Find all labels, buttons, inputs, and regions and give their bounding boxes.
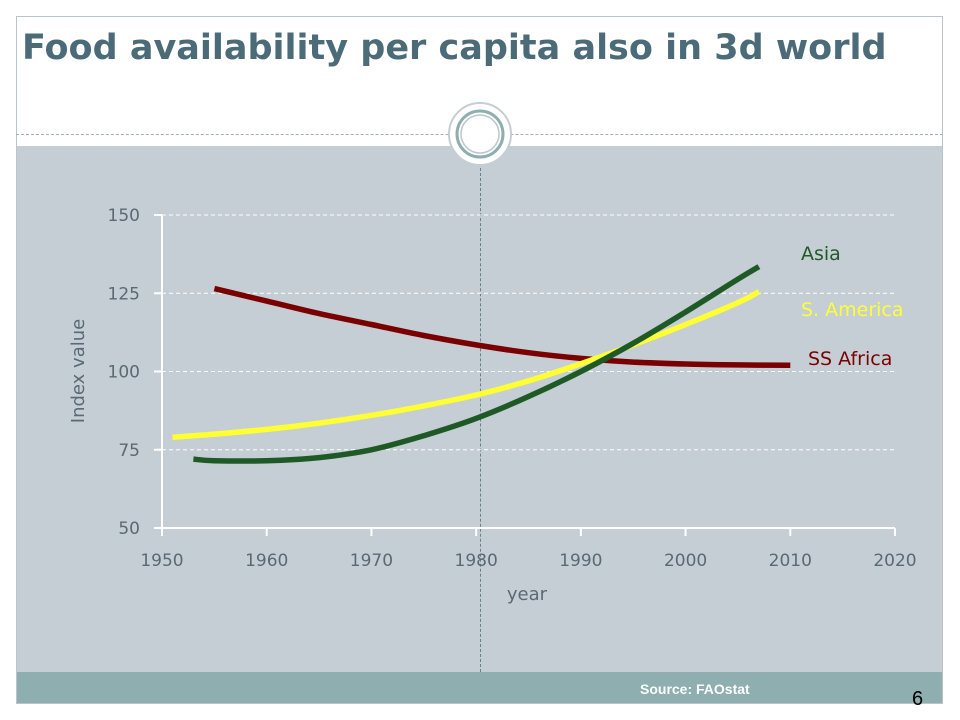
x-tick-label: 1980 <box>455 551 498 571</box>
circle-ornament-icon <box>448 102 512 166</box>
x-tick-label: 2010 <box>769 551 812 571</box>
slide-frame <box>16 16 943 704</box>
y-axis-ticks: 50 75 100 125 150 <box>108 206 162 539</box>
x-tick-label: 2000 <box>664 551 707 571</box>
series-labels: SS Africa S. America Asia <box>801 243 904 370</box>
chart-panel <box>17 146 942 672</box>
y-tick-label: 50 <box>118 519 140 539</box>
x-axis-title: year <box>507 584 548 605</box>
y-axis-title: Index value <box>68 319 89 423</box>
x-tick-label: 1990 <box>559 551 602 571</box>
x-tick-label: 1960 <box>245 551 288 571</box>
x-tick-label: 1970 <box>350 551 393 571</box>
x-tick-label: 1950 <box>140 551 183 571</box>
series-line-s-america <box>172 289 761 440</box>
y-tick-label: 100 <box>108 363 140 383</box>
series-label: S. America <box>801 299 904 321</box>
y-tick-label: 75 <box>118 441 140 461</box>
x-tick-label: 2020 <box>873 551 916 571</box>
series-line-asia <box>193 264 761 464</box>
center-guide-line <box>480 168 481 672</box>
footer-band <box>17 672 942 703</box>
series-line-ss-africa <box>213 285 791 368</box>
y-tick-label: 150 <box>108 206 140 226</box>
source-caption: Source: FAOstat <box>640 681 750 697</box>
x-axis-ticks: 1950 1960 1970 1980 1990 2000 2010 2020 <box>140 528 917 571</box>
chart-gridlines <box>162 214 895 451</box>
slide-title: Food availability per capita also in 3d … <box>22 28 887 68</box>
series-label: SS Africa <box>808 348 892 370</box>
y-tick-label: 125 <box>108 284 140 304</box>
slide-number: 6 <box>912 688 924 710</box>
series-label: Asia <box>801 243 841 265</box>
chart-series <box>172 264 791 464</box>
